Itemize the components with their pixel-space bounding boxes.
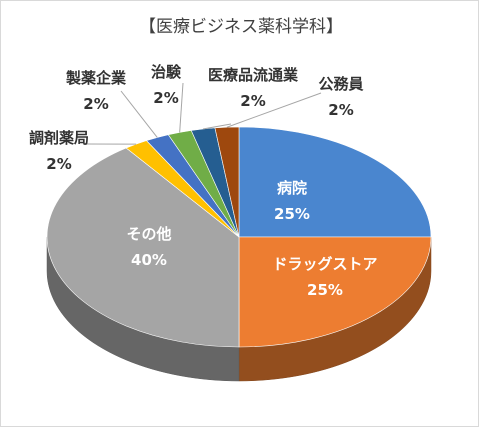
slice-value-label: 2% — [240, 92, 265, 110]
slice-label: 病院 — [277, 179, 307, 197]
slice-value-label: 40% — [131, 251, 167, 269]
slice-label: 医療品流通業 — [208, 66, 299, 84]
slice-label: 公務員 — [318, 75, 363, 93]
pie-slice — [239, 127, 431, 237]
slice-label: 製薬企業 — [65, 69, 127, 87]
slice-label: その他 — [126, 225, 171, 243]
slice-value-label: 2% — [328, 101, 353, 119]
slice-label: ドラッグストア — [272, 255, 377, 273]
slice-label: 調剤薬局 — [29, 129, 89, 147]
slice-value-label: 25% — [307, 281, 343, 299]
chart-title: 【医療ビジネス薬科学科】 — [139, 17, 343, 37]
slice-value-label: 2% — [46, 155, 71, 173]
slice-value-label: 2% — [83, 95, 108, 113]
leader-line — [180, 83, 183, 132]
leader-line — [121, 91, 157, 137]
slice-value-label: 25% — [274, 205, 310, 223]
slice-value-label: 2% — [153, 89, 178, 107]
slice-label: 治験 — [151, 63, 182, 81]
